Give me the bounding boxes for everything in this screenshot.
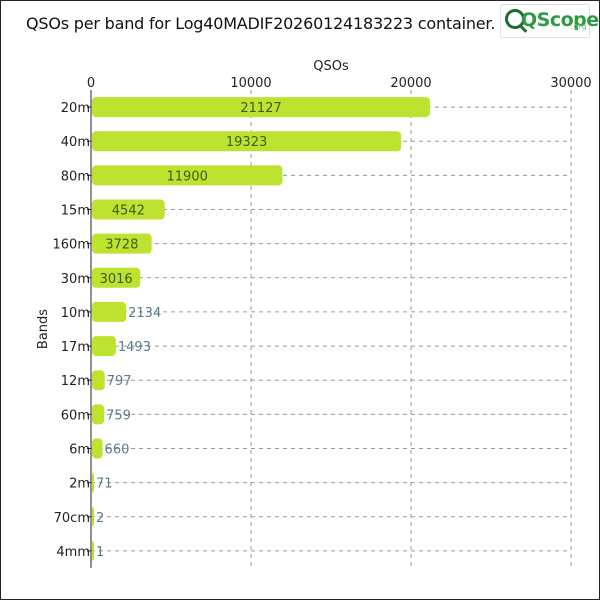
data-label: 1493: [118, 340, 151, 355]
y-tick-label: 10m: [61, 306, 90, 321]
bar-70cm: [92, 506, 94, 527]
y-tick-label: 80m: [61, 169, 90, 184]
logo-wordmark: QScope: [521, 9, 599, 31]
data-label: 11900: [167, 169, 208, 184]
data-label: 4542: [112, 204, 145, 219]
chart-title: QSOs per band for Log40MADIF202601241832…: [26, 14, 496, 33]
data-label: 1: [96, 545, 104, 560]
y-tick-label: 160m: [53, 238, 90, 253]
y-tick-label: 17m: [61, 340, 90, 355]
y-tick-label: 60m: [61, 408, 90, 423]
bar-60m: [92, 404, 105, 425]
bar-6m: [92, 438, 103, 459]
y-tick-label: 40m: [61, 135, 90, 150]
data-label: 19323: [226, 135, 267, 150]
y-tick-label: 4mm: [56, 545, 90, 560]
bar-10m: [92, 301, 127, 322]
bar-17m: [92, 336, 116, 357]
bar-80m: [92, 165, 283, 186]
data-label: 71: [96, 477, 113, 492]
x-tick-label: 30000: [550, 76, 591, 91]
bar-2m: [92, 472, 94, 493]
y-tick-label: 20m: [61, 101, 90, 116]
x-tick-label: 10000: [230, 76, 271, 91]
data-label: 759: [106, 408, 131, 423]
x-tick-label: 0: [87, 76, 95, 91]
y-tick-label: 12m: [61, 374, 90, 389]
bar-40m: [92, 131, 402, 152]
data-label: 2134: [128, 306, 161, 321]
data-label: 21127: [240, 101, 281, 116]
data-label: 3016: [100, 272, 133, 287]
x-tick-label: 20000: [390, 76, 431, 91]
bar-30m: [92, 267, 141, 288]
bar-4mm: [92, 540, 94, 561]
bar-20m: [92, 97, 431, 118]
qscope-logo[interactable]: QScope .org: [500, 4, 599, 38]
y-tick-label: 6m: [69, 443, 90, 458]
y-tick-label: 30m: [61, 272, 90, 287]
bar-160m: [92, 233, 152, 254]
y-axis-label: Bands: [36, 309, 51, 349]
y-tick-label: 15m: [61, 204, 90, 219]
y-tick-label: 70cm: [54, 511, 90, 526]
data-label: 797: [107, 374, 132, 389]
y-tick-label: 2m: [69, 477, 90, 492]
data-label: 3728: [105, 238, 138, 253]
magnifier-icon: [505, 9, 525, 29]
logo-suffix: .org: [571, 22, 587, 31]
bar-15m: [92, 199, 165, 220]
data-label: 660: [105, 443, 130, 458]
bar-12m: [92, 370, 105, 391]
x-axis-label: QSOs: [313, 59, 349, 74]
data-label: 2: [96, 511, 104, 526]
